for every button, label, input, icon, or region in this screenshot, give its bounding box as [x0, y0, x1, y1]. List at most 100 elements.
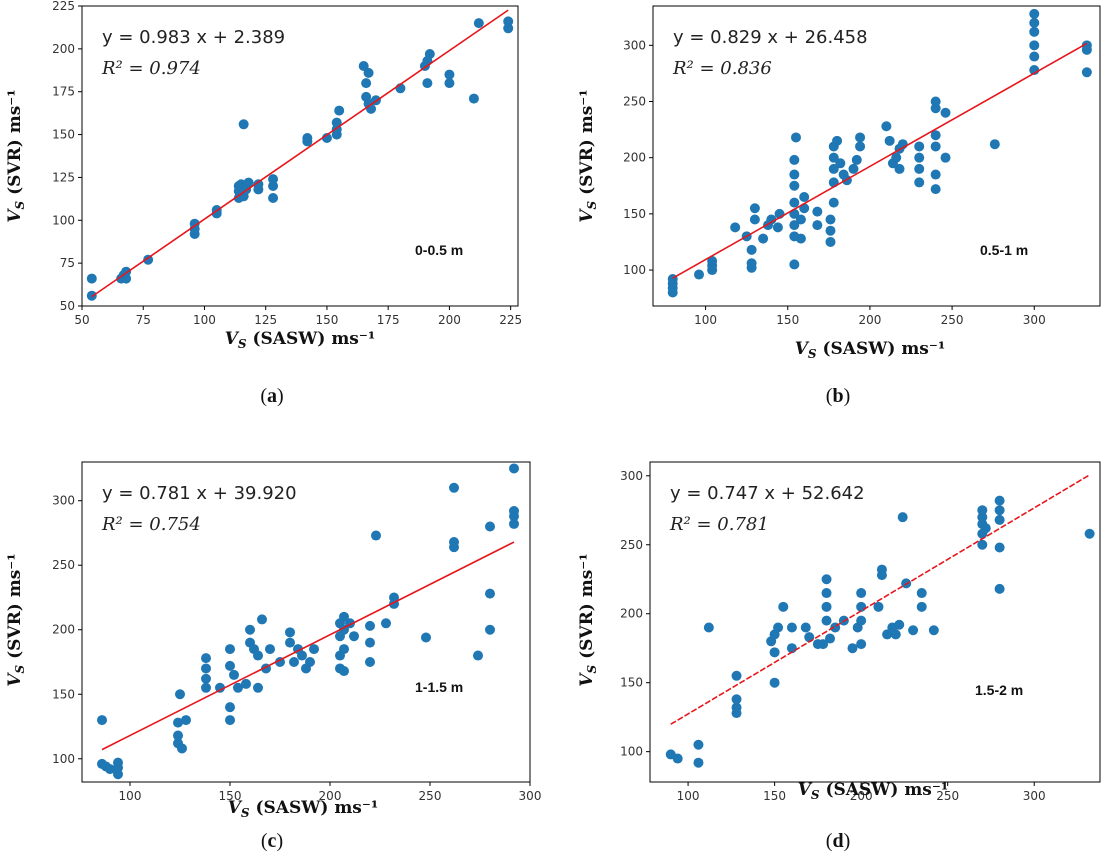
panel-caption: (d) [826, 830, 850, 852]
data-point [856, 588, 867, 599]
data-point [358, 61, 369, 71]
data-point [994, 505, 1005, 516]
data-point [1029, 40, 1040, 51]
data-point [766, 214, 777, 225]
data-point [977, 539, 988, 550]
panel-a: 50 75 100 125 150 175 200 225 50 75 100 125 150 175 20… [5, 0, 522, 407]
data-point [786, 643, 797, 654]
data-point [940, 152, 951, 163]
data-point [825, 633, 835, 644]
data-point [233, 682, 243, 693]
x-tick-label: 200 [438, 313, 461, 327]
data-point [1081, 67, 1092, 78]
data-point [821, 588, 832, 599]
data-point [894, 619, 905, 630]
x-tick-label: 75 [136, 313, 151, 327]
x-axis-label: VS (SASW) ms⁻¹ [228, 798, 379, 820]
data-point [884, 135, 895, 146]
data-point [908, 625, 919, 636]
data-point [365, 657, 375, 667]
data-point [828, 163, 839, 174]
data-point [449, 537, 459, 547]
x-tick-label: 50 [74, 313, 89, 327]
data-point [994, 583, 1005, 594]
y-tick-label: 225 [52, 0, 75, 13]
data-point [225, 702, 235, 713]
y-axis-label: VS (SVR) ms⁻¹ [577, 553, 599, 686]
x-tick-label: 100 [119, 789, 142, 803]
data-point [821, 574, 832, 585]
y-axis-label: VS (SVR) ms⁻¹ [5, 89, 27, 222]
y-tick-label: 100 [620, 745, 643, 759]
data-point [855, 141, 866, 152]
data-point [1029, 17, 1040, 28]
regression-line [672, 42, 1088, 279]
data-point [914, 177, 925, 188]
data-point [789, 197, 800, 208]
x-tick-label: 200 [858, 313, 881, 327]
data-point [818, 639, 829, 650]
data-point [1029, 8, 1040, 19]
data-point [253, 650, 263, 661]
data-point [424, 49, 435, 59]
data-point [268, 193, 279, 203]
y-tick-label: 150 [52, 687, 75, 701]
data-point [825, 214, 836, 225]
data-point [994, 542, 1005, 553]
y-axis-label: VS (SVR) ms⁻¹ [5, 553, 27, 686]
x-tick-label: 250 [419, 789, 442, 803]
data-point [225, 660, 235, 671]
data-point [769, 647, 780, 658]
data-point [189, 218, 200, 229]
y-tick-label: 150 [620, 676, 643, 690]
y-tick-label: 200 [52, 42, 75, 56]
data-point [769, 677, 780, 688]
data-point [365, 637, 375, 648]
y-tick-label: 300 [623, 38, 646, 52]
data-point [97, 715, 107, 726]
y-tick-label: 200 [52, 623, 75, 637]
x-tick-label: 300 [519, 789, 542, 803]
data-point [876, 564, 887, 575]
data-point [339, 644, 349, 655]
data-point [930, 96, 941, 107]
data-point [201, 673, 211, 684]
data-point [749, 203, 760, 214]
data-point [444, 69, 455, 80]
x-tick-label: 150 [776, 313, 799, 327]
x-tick-label: 100 [193, 313, 216, 327]
data-point [321, 133, 332, 143]
r-squared-label: R² = 0.781 [669, 514, 769, 535]
data-point [856, 615, 867, 626]
data-point [977, 505, 988, 516]
x-tick-label: 150 [763, 789, 786, 803]
depth-annotation: 1.5-2 m [975, 682, 1023, 698]
depth-annotation: 0-0.5 m [415, 242, 463, 258]
y-tick-label: 150 [52, 128, 75, 142]
data-point [832, 135, 843, 146]
data-point [994, 514, 1005, 525]
data-point [828, 152, 839, 163]
equation-label: y = 0.983 x + 2.389 [102, 27, 285, 48]
data-point [851, 154, 862, 165]
data-point [297, 650, 307, 661]
data-point [225, 715, 235, 726]
data-point [365, 620, 375, 631]
data-point [1029, 51, 1040, 62]
data-point [693, 757, 704, 768]
plot-frame [81, 5, 519, 307]
x-tick-label: 300 [1023, 313, 1046, 327]
data-point [201, 682, 211, 693]
data-point [225, 644, 235, 655]
data-point [349, 631, 359, 642]
y-tick-label: 200 [623, 151, 646, 165]
data-point [285, 627, 295, 638]
x-tick-label: 100 [694, 313, 717, 327]
depth-annotation: 1-1.5 m [415, 679, 463, 695]
data-point [873, 601, 884, 612]
data-point [828, 177, 839, 188]
x-tick-label: 125 [254, 313, 277, 327]
data-point [707, 256, 718, 267]
plot-frame [649, 461, 1101, 783]
data-point [105, 764, 115, 775]
